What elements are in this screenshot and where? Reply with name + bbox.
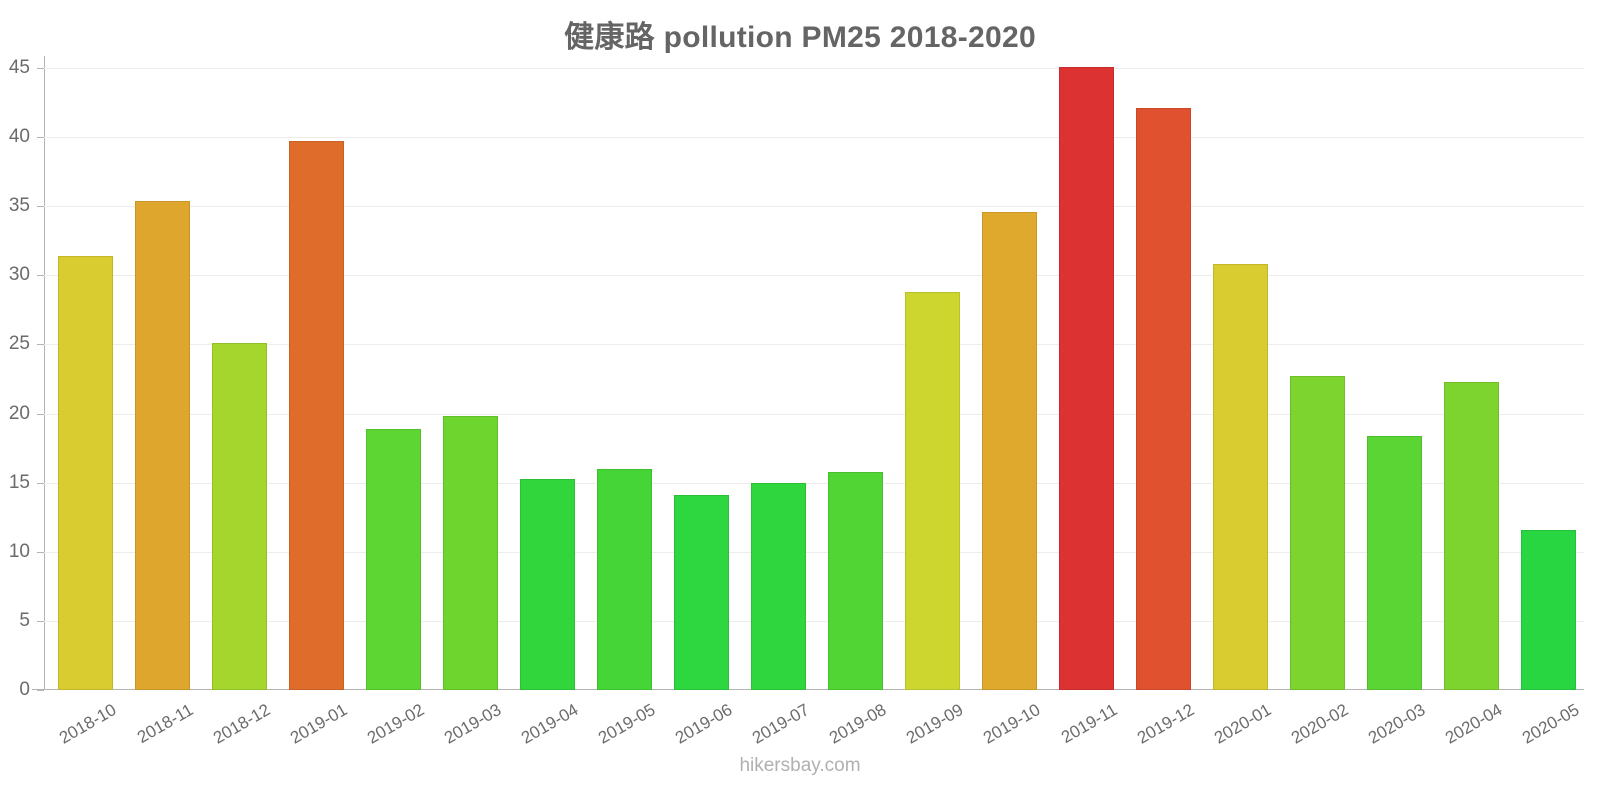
y-tick-label: 40 bbox=[8, 126, 30, 148]
y-tick-mark bbox=[37, 482, 44, 484]
chart-title: 健康路 pollution PM25 2018-2020 bbox=[564, 21, 1036, 54]
y-tick-label: 0 bbox=[19, 679, 30, 700]
bar-2020-05[interactable] bbox=[1521, 529, 1576, 690]
x-tick-label: 2019-11 bbox=[1057, 700, 1120, 748]
y-axis-line bbox=[44, 56, 45, 690]
y-tick-label: 20 bbox=[8, 402, 30, 424]
y-tick-label: 45 bbox=[8, 57, 30, 78]
bar-2018-11[interactable] bbox=[135, 200, 190, 690]
gridline bbox=[44, 413, 1584, 415]
bar-2020-04[interactable] bbox=[1444, 381, 1499, 690]
x-tick-label: 2018-11 bbox=[133, 700, 196, 748]
gridline bbox=[44, 344, 1584, 346]
y-tick-mark bbox=[37, 275, 44, 277]
bar-2019-08[interactable] bbox=[828, 471, 883, 690]
y-tick-mark bbox=[37, 344, 44, 346]
x-tick-label: 2019-01 bbox=[286, 700, 350, 748]
gridline bbox=[44, 68, 1584, 69]
y-tick-mark bbox=[37, 206, 44, 208]
gridline bbox=[44, 137, 1584, 139]
y-tick-label: 30 bbox=[8, 264, 30, 286]
bar-2020-03[interactable] bbox=[1367, 435, 1422, 690]
y-tick-label: 5 bbox=[19, 609, 30, 631]
x-tick-label: 2019-07 bbox=[748, 700, 812, 748]
y-tick-mark bbox=[37, 690, 44, 691]
x-tick-label: 2019-05 bbox=[594, 700, 658, 748]
x-tick-label: 2020-04 bbox=[1441, 700, 1505, 748]
bar-2018-12[interactable] bbox=[212, 343, 267, 690]
bar-2019-03[interactable] bbox=[443, 416, 498, 690]
x-tick-label: 2019-08 bbox=[825, 700, 889, 748]
y-tick-mark bbox=[37, 68, 44, 69]
y-tick-label: 15 bbox=[8, 471, 30, 493]
x-tick-label: 2019-09 bbox=[902, 700, 966, 748]
y-tick-label: 10 bbox=[8, 540, 30, 562]
bar-2019-10[interactable] bbox=[982, 211, 1037, 690]
bar-2019-11[interactable] bbox=[1059, 66, 1114, 690]
bar-2019-06[interactable] bbox=[674, 495, 729, 690]
bar-2019-09[interactable] bbox=[905, 291, 960, 690]
x-tick-label: 2020-03 bbox=[1364, 700, 1428, 748]
x-tick-label: 2020-05 bbox=[1518, 700, 1582, 748]
y-tick-mark bbox=[37, 413, 44, 415]
x-tick-label: 2018-10 bbox=[55, 700, 119, 748]
bar-2019-01[interactable] bbox=[289, 141, 344, 690]
y-tick-mark bbox=[37, 620, 44, 622]
gridline bbox=[44, 206, 1584, 208]
gridline bbox=[44, 620, 1584, 622]
x-tick-label: 2019-10 bbox=[979, 700, 1043, 748]
bar-2020-02[interactable] bbox=[1290, 376, 1345, 690]
bar-2018-10[interactable] bbox=[58, 255, 113, 690]
bar-2019-02[interactable] bbox=[366, 428, 421, 690]
x-tick-label: 2020-01 bbox=[1210, 700, 1274, 748]
x-tick-label: 2019-04 bbox=[517, 700, 581, 748]
y-tick-label: 25 bbox=[8, 333, 30, 355]
bar-2020-01[interactable] bbox=[1213, 264, 1268, 690]
bar-2019-05[interactable] bbox=[597, 468, 652, 690]
y-tick-mark bbox=[37, 137, 44, 139]
y-tick-label: 35 bbox=[8, 195, 30, 217]
gridline bbox=[44, 275, 1584, 277]
x-tick-label: 2019-02 bbox=[363, 700, 427, 748]
gridline bbox=[44, 482, 1584, 484]
x-tick-label: 2018-12 bbox=[209, 700, 273, 748]
bar-2019-12[interactable] bbox=[1136, 108, 1191, 690]
y-tick-mark bbox=[37, 551, 44, 553]
x-tick-label: 2019-03 bbox=[440, 700, 504, 748]
x-tick-label: 2019-06 bbox=[671, 700, 735, 748]
x-axis-line bbox=[32, 689, 1584, 690]
bar-2019-07[interactable] bbox=[751, 482, 806, 690]
source-attribution: hikersbay.com bbox=[739, 755, 861, 776]
gridline bbox=[44, 551, 1584, 553]
x-tick-label: 2020-02 bbox=[1287, 700, 1351, 748]
plot-area: 0 5 10 15 20 25 30 35 40 45 bbox=[9, 56, 1584, 700]
bar-2019-04[interactable] bbox=[520, 478, 575, 690]
x-tick-label: 2019-12 bbox=[1133, 700, 1197, 748]
